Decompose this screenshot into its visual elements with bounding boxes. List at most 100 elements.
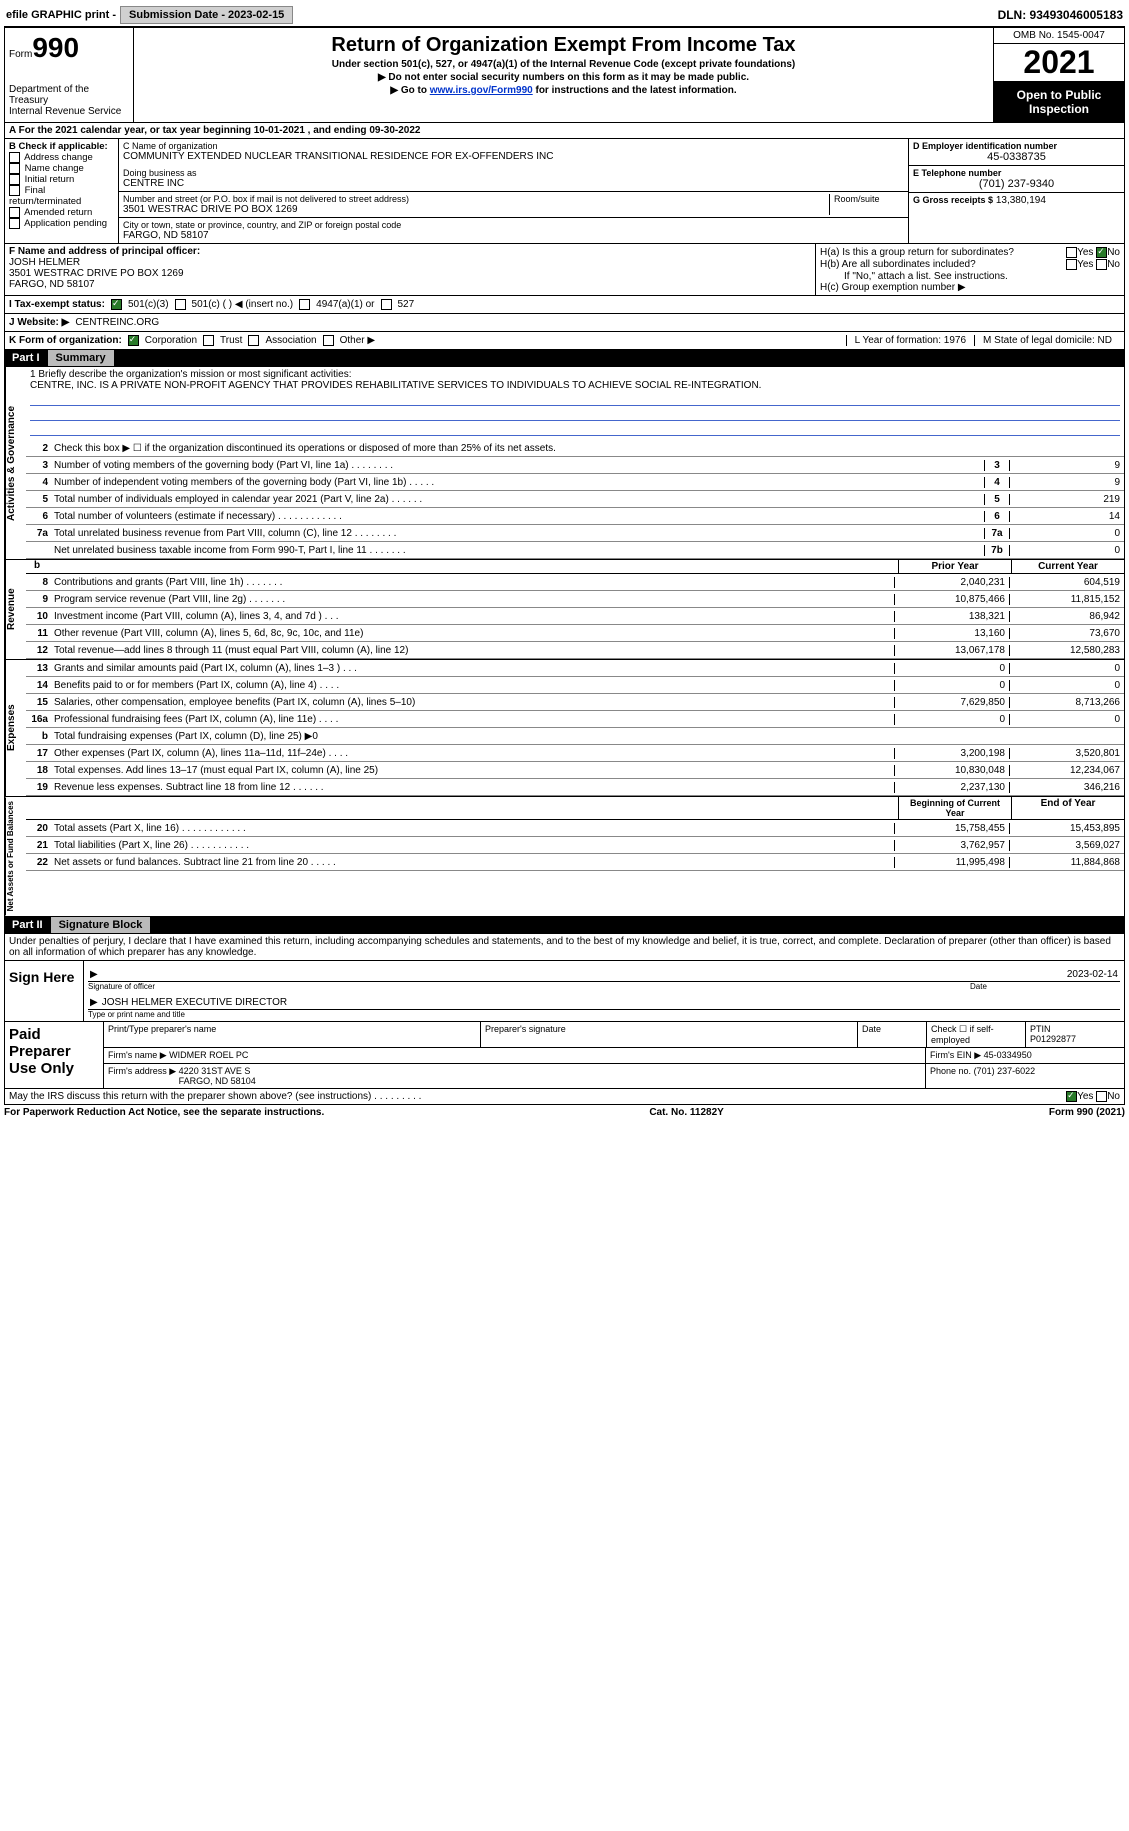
hb-yes-checkbox[interactable] [1066,259,1077,270]
part1-title: Summary [48,350,114,366]
address-change-checkbox[interactable] [9,152,20,163]
prior-year-val: 15,758,455 [894,823,1009,834]
line-val: 9 [1009,477,1124,488]
trust-checkbox[interactable] [203,335,214,346]
final-return-checkbox[interactable] [9,185,20,196]
line-desc: Revenue less expenses. Subtract line 18 … [52,781,894,794]
form-org-label: K Form of organization: [9,335,122,346]
hb-label: H(b) Are all subordinates included? [820,259,976,270]
corporation-checkbox[interactable] [128,335,139,346]
penalty-statement: Under penalties of perjury, I declare th… [5,934,1124,961]
discuss-no-checkbox[interactable] [1096,1091,1107,1102]
calendar-year-row: A For the 2021 calendar year, or tax yea… [4,123,1125,139]
submission-date-button[interactable]: Submission Date - 2023-02-15 [120,6,293,24]
hc-label: H(c) Group exemption number ▶ [820,282,1120,293]
instruction-line-2: ▶ Go to www.irs.gov/Form990 for instruct… [138,85,989,96]
line-box: 4 [984,477,1009,488]
revenue-tab: Revenue [5,560,26,659]
application-pending-checkbox[interactable] [9,218,20,229]
line-num: 19 [26,782,52,793]
current-year-val: 3,569,027 [1009,840,1124,851]
instruction-line-1: ▶ Do not enter social security numbers o… [138,72,989,83]
b-label: b [26,560,898,573]
line-val: 0 [1009,528,1124,539]
mission-label: 1 Briefly describe the organization's mi… [30,369,1120,380]
current-year-val: 3,520,801 [1009,748,1124,759]
ha-no-checkbox[interactable] [1096,247,1107,258]
line-num: 4 [26,477,52,488]
current-year-val: 86,942 [1009,611,1124,622]
current-year-val: 15,453,895 [1009,823,1124,834]
blank-line [30,393,1120,406]
prior-year-val: 2,237,130 [894,782,1009,793]
line-num: 21 [26,840,52,851]
ha-yes-checkbox[interactable] [1066,247,1077,258]
sign-here-label: Sign Here [5,961,84,1021]
prep-date-header: Date [858,1022,927,1047]
line-num: 15 [26,697,52,708]
org-name: COMMUNITY EXTENDED NUCLEAR TRANSITIONAL … [123,151,904,162]
4947-checkbox[interactable] [299,299,310,310]
state-domicile: M State of legal domicile: ND [974,335,1120,346]
city-state-zip: FARGO, ND 58107 [123,230,904,241]
firm-addr: 4220 31ST AVE S FARGO, ND 58104 [179,1066,256,1086]
dba-name: CENTRE INC [123,178,904,189]
current-year-val: 0 [1009,714,1124,725]
prior-year-val: 0 [894,714,1009,725]
catalog-number: Cat. No. 11282Y [649,1107,723,1118]
initial-return-checkbox[interactable] [9,174,20,185]
line-val: 14 [1009,511,1124,522]
line-num: 16a [26,714,52,725]
line-num: 20 [26,823,52,834]
current-year-val: 11,884,868 [1009,857,1124,868]
line-num: 5 [26,494,52,505]
prior-year-header: Prior Year [898,560,1011,573]
prior-year-val: 10,875,466 [894,594,1009,605]
printed-name-label: Type or print name and title [88,1010,1120,1019]
room-label: Room/suite [834,194,904,204]
ptin-label: PTIN [1030,1024,1120,1034]
name-change-checkbox[interactable] [9,163,20,174]
phone-label: E Telephone number [913,168,1120,178]
part2-title: Signature Block [51,917,151,933]
line-desc: Total expenses. Add lines 13–17 (must eq… [52,764,894,777]
ein-label: D Employer identification number [913,141,1120,151]
firm-phone-label: Phone no. [930,1066,971,1076]
irs-link[interactable]: www.irs.gov/Form990 [430,85,533,96]
line-desc: Total unrelated business revenue from Pa… [52,527,984,540]
part1-number: Part I [4,350,48,366]
website-value: CENTREINC.ORG [75,317,159,328]
officer-header: F Name and address of principal officer: [9,246,811,257]
line-num: 11 [26,628,52,639]
line-num: 22 [26,857,52,868]
line-desc: Program service revenue (Part VIII, line… [52,593,894,606]
amended-return-checkbox[interactable] [9,207,20,218]
line-box: 5 [984,494,1009,505]
current-year-val: 0 [1009,680,1124,691]
line-desc: Investment income (Part VIII, column (A)… [52,610,894,623]
current-year-val: 346,216 [1009,782,1124,793]
current-year-val: 604,519 [1009,577,1124,588]
tax-status-label: I Tax-exempt status: [9,299,105,310]
firm-phone: (701) 237-6022 [974,1066,1036,1076]
line-desc: Other revenue (Part VIII, column (A), li… [52,627,894,640]
line-num: 10 [26,611,52,622]
line-num: 12 [26,645,52,656]
dba-label: Doing business as [123,168,904,178]
501c-other-checkbox[interactable] [175,299,186,310]
hb-no-checkbox[interactable] [1096,259,1107,270]
501c3-checkbox[interactable] [111,299,122,310]
line-desc: Salaries, other compensation, employee b… [52,696,894,709]
527-checkbox[interactable] [381,299,392,310]
form-version: Form 990 (2021) [1049,1107,1125,1118]
irs-discuss-question: May the IRS discuss this return with the… [9,1091,421,1102]
other-org-checkbox[interactable] [323,335,334,346]
current-year-val: 11,815,152 [1009,594,1124,605]
discuss-yes-checkbox[interactable] [1066,1091,1077,1102]
association-checkbox[interactable] [248,335,259,346]
sig-date: 2023-02-14 [1067,969,1118,980]
phone-value: (701) 237-9340 [913,178,1120,190]
prior-year-val: 2,040,231 [894,577,1009,588]
line-desc: Net unrelated business taxable income fr… [52,544,984,557]
line-desc: Total assets (Part X, line 16) . . . . .… [52,822,894,835]
